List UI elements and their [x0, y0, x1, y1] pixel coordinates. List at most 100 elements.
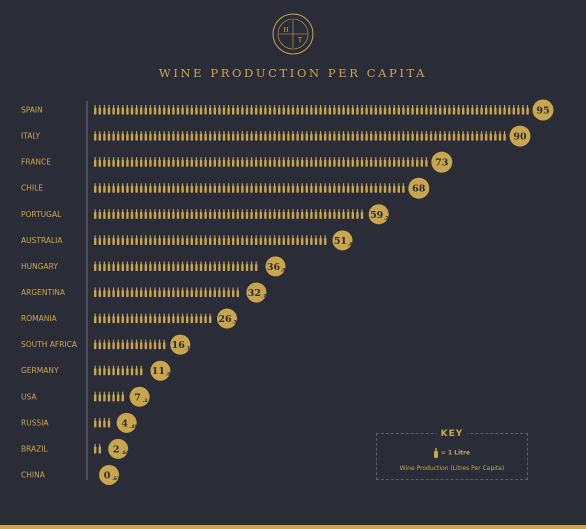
category-label-germany: GERMANY [21, 366, 59, 375]
bottle-icon [140, 131, 143, 141]
bottle-icon [268, 157, 272, 167]
bottle-icon [250, 209, 253, 219]
bottle-icon [356, 209, 359, 219]
bottle-icon [278, 235, 281, 245]
bottle-icon [333, 183, 336, 193]
bottle-icon [172, 287, 175, 298]
bottle-icon [199, 105, 203, 115]
bottle-icon [324, 235, 327, 245]
bottle-icon [176, 183, 180, 193]
bottle-icon [149, 209, 152, 219]
category-label-china: CHINA [21, 470, 46, 479]
value-label-chile: 68 [412, 184, 426, 195]
bottle-icon [107, 131, 111, 141]
bottle-icon [282, 235, 285, 245]
bottle-icon [153, 313, 157, 324]
bottle-icon [126, 261, 129, 272]
bottle-icon [213, 209, 216, 219]
bottle-icon [241, 183, 244, 193]
bottle-icon [94, 365, 97, 376]
value-label-romania: 26 [218, 314, 232, 325]
bottle-icon [163, 261, 166, 272]
bottle-icon [379, 131, 382, 141]
bottle-icon [227, 235, 230, 245]
bottle-icon [429, 105, 433, 115]
bottle-icon [140, 209, 143, 219]
bottle-icon [259, 235, 262, 245]
bottle-icon [264, 131, 267, 141]
bottle-icon [402, 157, 405, 167]
bottle-icon [126, 365, 129, 376]
bottle-icon [204, 183, 207, 193]
bottle-icon [356, 157, 359, 167]
bottle-icon [195, 287, 198, 298]
bottle-icon [167, 235, 170, 245]
bottle-icon [268, 235, 272, 245]
bottle-icon [255, 235, 258, 245]
bottle-icon [209, 105, 212, 115]
bottle-icon [98, 209, 101, 219]
bottle-icon [121, 313, 124, 324]
bottle-icon [209, 287, 212, 298]
bottle-icon [98, 391, 101, 402]
bottle-icon [98, 157, 101, 167]
bottle-icon [314, 209, 318, 219]
bottle-icon [241, 157, 244, 167]
bottle-icon [314, 131, 318, 141]
bottle-icon [98, 105, 101, 115]
bottle-icon [452, 105, 456, 115]
bottle-icon [245, 183, 249, 193]
bottle-icon [149, 313, 152, 324]
bottle-icon [149, 261, 152, 272]
bottle-icon [388, 183, 391, 193]
bottle-icon [163, 157, 166, 167]
bottle-icon [153, 209, 157, 219]
bottle-icon [282, 209, 285, 219]
bottle-icon [144, 287, 147, 298]
bottle-icon [351, 183, 354, 193]
bottle-icon [305, 157, 308, 167]
bottle-icon [222, 157, 226, 167]
bottle-icon [319, 105, 322, 115]
bottle-icon [103, 391, 106, 402]
bottle-icon [255, 105, 258, 115]
bottle-icon [126, 183, 129, 193]
bottle-icon [351, 209, 354, 219]
bottle-icon [126, 157, 129, 167]
bottle-icon [121, 339, 124, 350]
bottle-icon [213, 131, 216, 141]
bottle-icon [158, 209, 161, 219]
bottle-icon [153, 235, 157, 245]
bottle-icon [209, 235, 212, 245]
bottle-icon [342, 131, 345, 141]
bottle-icon [94, 131, 97, 141]
bottle-icon [158, 287, 161, 298]
bottle-icon [98, 443, 101, 454]
bottle-icon [107, 417, 111, 428]
bottle-icon [186, 235, 189, 245]
bottle-bar-hungary [94, 261, 258, 272]
bottle-icon [245, 209, 249, 219]
bottle-icon [480, 131, 483, 141]
bottle-icon [397, 105, 400, 115]
bottle-icon [310, 157, 313, 167]
bottle-icon [130, 287, 134, 298]
bottle-icon [232, 105, 235, 115]
bottle-icon [259, 183, 262, 193]
bottle-icon [264, 183, 267, 193]
bottle-icon [278, 131, 281, 141]
bottle-icon [135, 105, 138, 115]
value-badge-italy [509, 125, 531, 147]
bottle-icon [433, 448, 438, 458]
bottle-icon [227, 105, 230, 115]
bottle-icon [512, 105, 515, 115]
bottle-icon [158, 313, 161, 324]
bottle-icon [227, 157, 230, 167]
bottle-icon [181, 131, 184, 141]
bottle-icon [112, 339, 115, 350]
bottle-icon [107, 261, 111, 272]
bottle-icon [489, 105, 492, 115]
value-badge-hungary [265, 256, 286, 277]
bottle-icon [149, 235, 152, 245]
bottle-icon [245, 157, 249, 167]
